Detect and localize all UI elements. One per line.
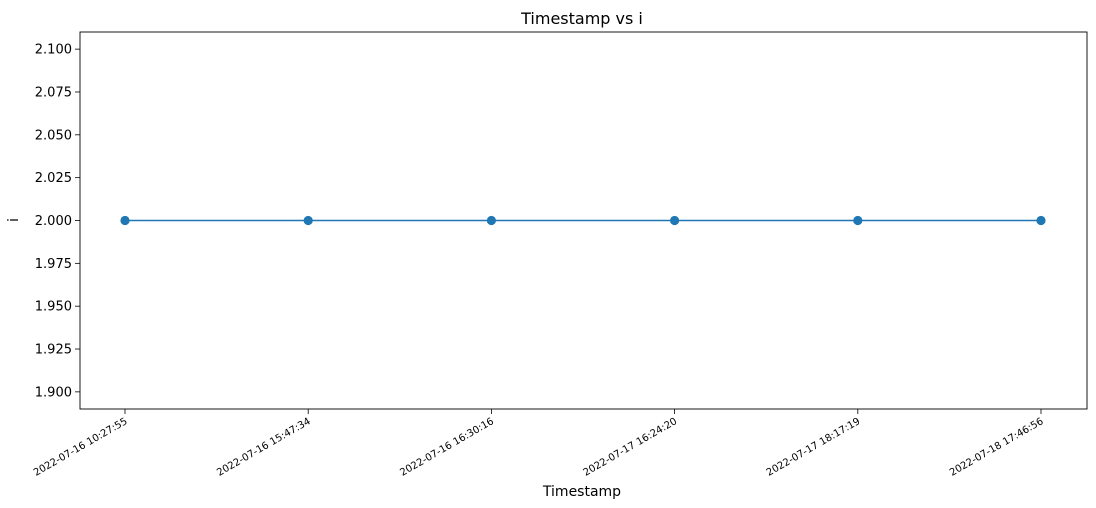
data-point [1036,215,1046,226]
y-tick-label: 1.975 [35,257,72,272]
y-axis-label: i [6,218,22,222]
y-tick-label: 1.925 [35,343,72,358]
y-tick-label: 2.025 [35,171,72,186]
y-tick-label: 2.100 [35,43,72,58]
chart-title: Timestamp vs i [520,9,643,28]
data-point [486,215,496,226]
y-tick-label: 2.050 [35,128,72,143]
data-point [853,215,863,226]
y-tick-label: 2.075 [35,85,72,100]
x-axis-label: Timestamp [542,484,621,500]
y-tick-label: 1.950 [35,300,72,315]
data-point [670,215,680,226]
plot-frame [79,31,1088,410]
y-tick-label: 2.000 [35,214,72,229]
data-point [303,215,313,226]
data-point [120,215,130,226]
y-tick-label: 1.900 [35,385,72,400]
